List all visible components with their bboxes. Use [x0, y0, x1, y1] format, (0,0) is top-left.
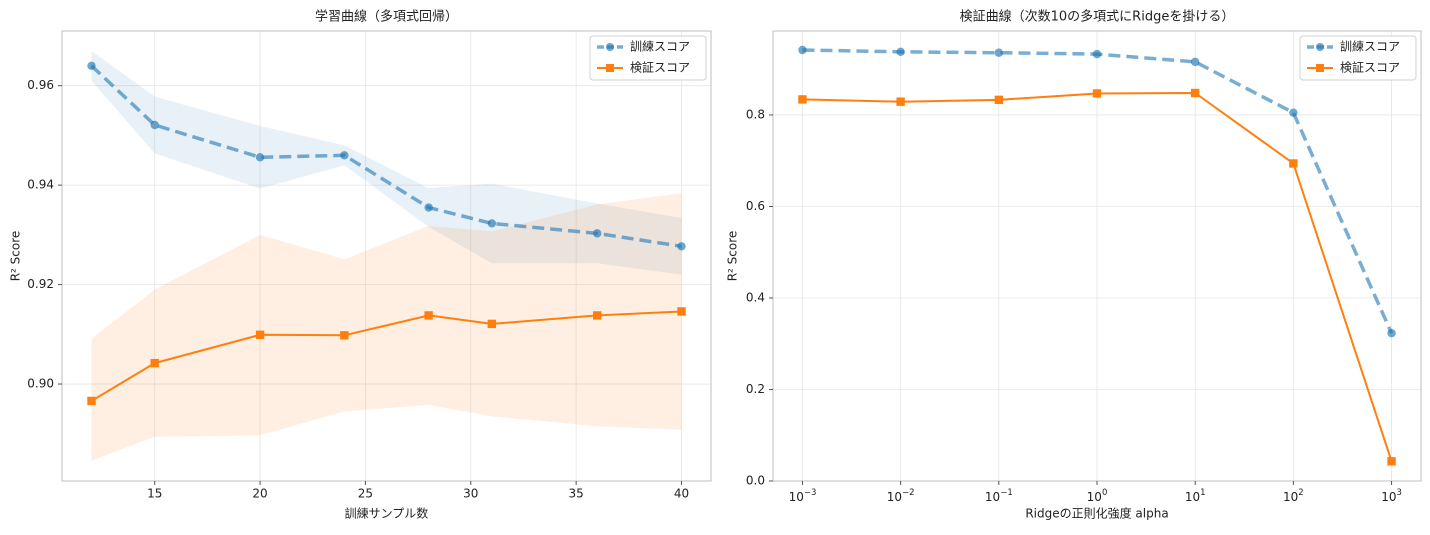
data-point [340, 151, 349, 160]
data-point [798, 95, 807, 104]
y-tick-label: 0.8 [746, 107, 765, 121]
data-point [150, 120, 159, 130]
y-tick-label: 0.2 [746, 382, 765, 396]
series-validation [87, 307, 686, 406]
y-ticks: 0.0 0.2 0.4 0.6 0.8 [746, 107, 773, 488]
x-tick-label: 103 [1381, 488, 1402, 504]
data-point [677, 242, 686, 251]
data-point [994, 95, 1004, 105]
legend-marker [606, 43, 614, 51]
band-train [91, 50, 682, 275]
y-tick-label: 0.6 [746, 199, 765, 213]
data-point [255, 330, 265, 340]
x-tick-label: 15 [147, 487, 162, 501]
data-point [1387, 329, 1396, 338]
data-point [424, 311, 433, 320]
x-tick-label: 20 [252, 487, 267, 501]
chart-title: 検証曲線（次数10の多項式にRidgeを掛ける） [960, 9, 1235, 25]
data-point [1092, 49, 1102, 59]
y-axis-label: R² Score [9, 231, 23, 282]
data-point [677, 307, 686, 316]
data-point [1190, 88, 1200, 98]
x-tick-label: 30 [463, 487, 478, 501]
y-tick-label: 0.90 [27, 377, 54, 391]
legend-item-train: 訓練スコア [1307, 39, 1400, 54]
chart-panel-2: 10−3 10−2 10−1 100 101 102 103 0.0 0.2 0.4 0.6 0.8 検… [726, 9, 1422, 521]
legend-item-validation: 検証スコア [1307, 61, 1400, 75]
series-line [90, 310, 682, 402]
legend-label: 検証スコア [630, 61, 690, 75]
chart-panel-1: 15 20 25 30 35 40 0.90 0.92 0.94 0.96 学習曲線（多項式回帰） 訓… [9, 9, 712, 521]
series-train [798, 45, 1396, 338]
data-point [1387, 457, 1396, 466]
data-point [87, 396, 96, 406]
x-tick-label: 100 [1087, 488, 1108, 504]
data-point [1190, 57, 1200, 67]
y-tick-label: 0.92 [27, 277, 54, 291]
data-point [798, 45, 807, 55]
legend-marker [606, 64, 614, 72]
data-point [150, 358, 159, 368]
axes-frame [61, 30, 712, 482]
data-point [487, 219, 497, 228]
data-point [896, 97, 905, 106]
y-ticks: 0.90 0.92 0.94 0.96 [27, 78, 62, 391]
legend-marker [1316, 64, 1324, 72]
data-point [1289, 159, 1298, 168]
x-tick-label: 35 [569, 487, 584, 501]
data-point [424, 203, 433, 212]
x-ticks: 15 20 25 30 35 40 [147, 481, 689, 501]
x-axis-label: 訓練サンプル数 [345, 506, 429, 521]
x-ticks: 10−3 10−2 10−1 100 101 102 103 [789, 481, 1402, 504]
data-point [255, 153, 265, 162]
x-tick-label: 40 [674, 487, 689, 501]
series-validation [798, 88, 1396, 466]
band-validation [91, 193, 682, 461]
y-tick-label: 0.0 [746, 474, 765, 488]
data-point [593, 229, 602, 238]
plot-area [62, 31, 711, 481]
x-tick-label: 101 [1185, 488, 1206, 504]
x-tick-label: 102 [1283, 488, 1304, 504]
y-axis-label: R² Score [726, 231, 740, 282]
x-axis-label: Ridgeの正則化強度 alpha [1025, 506, 1168, 521]
x-tick-label: 10−2 [887, 488, 915, 504]
x-tick-label: 10−3 [789, 488, 817, 504]
y-tick-label: 0.96 [27, 78, 54, 92]
data-point [593, 311, 602, 320]
data-point [994, 48, 1004, 57]
x-tick-label: 25 [358, 487, 373, 501]
data-point [1289, 108, 1298, 117]
grid [62, 31, 711, 481]
legend-item-train: 訓練スコア [597, 39, 690, 54]
legend-marker [1316, 43, 1324, 51]
legend-label: 訓練スコア [1340, 39, 1400, 54]
x-tick-label: 10−1 [985, 488, 1013, 504]
y-tick-label: 0.94 [27, 178, 54, 192]
legend-item-validation: 検証スコア [597, 61, 690, 75]
y-tick-label: 0.4 [746, 290, 765, 304]
data-point [487, 319, 497, 329]
legend-label: 訓練スコア [630, 39, 690, 54]
data-point [896, 47, 905, 57]
data-point [340, 331, 349, 340]
legend-label: 検証スコア [1340, 61, 1400, 75]
data-point [1092, 89, 1102, 98]
data-point [87, 61, 96, 71]
series-train [87, 61, 686, 251]
series-line [90, 64, 682, 249]
chart-title: 学習曲線（多項式回帰） [315, 9, 458, 25]
